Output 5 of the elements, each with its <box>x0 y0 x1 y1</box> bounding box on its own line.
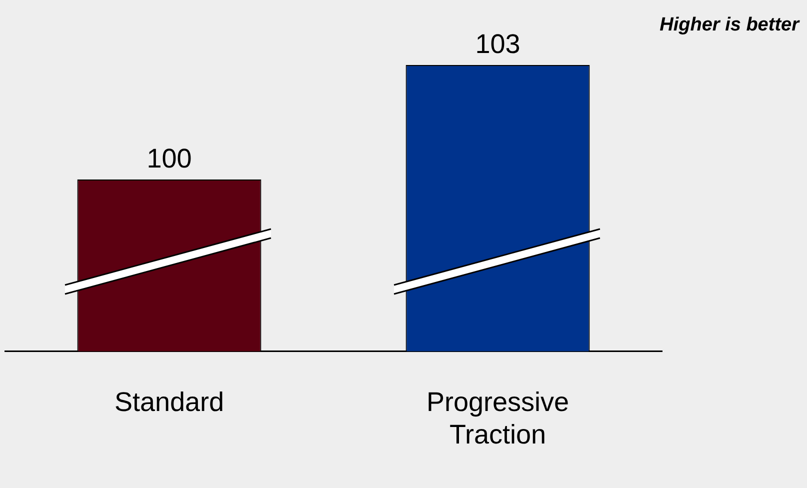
data-label: 103 <box>475 28 520 59</box>
text: Higher is better <box>660 14 801 36</box>
x-tick-label: Progressive Traction <box>426 386 570 450</box>
data-label: 100 <box>146 143 192 174</box>
x-tick-label: Standard <box>114 386 224 417</box>
